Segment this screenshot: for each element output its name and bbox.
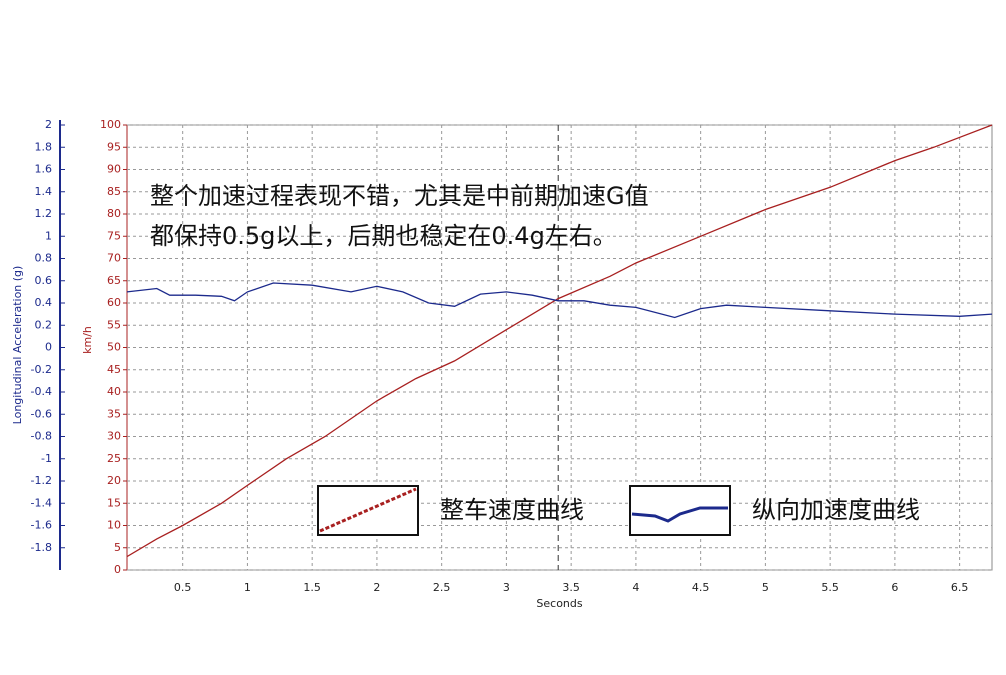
y2-tick-label: 1.6 (35, 163, 53, 176)
y-tick-label: 70 (107, 252, 121, 265)
y-tick-label: 30 (107, 430, 121, 443)
x-tick-label: 2 (373, 581, 380, 594)
y2-tick-label: 0.6 (35, 274, 53, 287)
y2-tick-label: 0.2 (35, 318, 53, 331)
legend-label: 纵向加速度曲线 (752, 496, 920, 524)
y-tick-label: 80 (107, 207, 121, 220)
y2-tick-label: -1.8 (31, 541, 52, 554)
x-tick-label: 3 (503, 581, 510, 594)
legend-label: 整车速度曲线 (440, 496, 584, 524)
y-tick-label: 20 (107, 474, 121, 487)
y-tick-label: 5 (114, 541, 121, 554)
y-tick-label: 90 (107, 163, 121, 176)
y2-tick-label: -0.2 (31, 363, 52, 376)
y-tick-label: 50 (107, 341, 121, 354)
y2-tick-label: -0.6 (31, 407, 52, 420)
y-tick-label: 45 (107, 363, 121, 376)
x-tick-label: 4 (632, 581, 639, 594)
y-tick-label: 60 (107, 296, 121, 309)
x-axis-title: Seconds (536, 597, 582, 610)
legend-box (317, 485, 419, 536)
x-tick-label: 1 (244, 581, 251, 594)
y2-tick-label: -0.8 (31, 430, 52, 443)
y-tick-label: 40 (107, 385, 121, 398)
y2-tick-label: 0.8 (35, 252, 53, 265)
y-tick-label: 25 (107, 452, 121, 465)
x-tick-label: 3.5 (562, 581, 580, 594)
y2-tick-label: 2 (45, 118, 52, 131)
y-tick-label: 75 (107, 229, 121, 242)
annotation: 都保持0.5g以上，后期也稳定在0.4g左右。 (150, 222, 617, 250)
x-tick-label: 6.5 (951, 581, 969, 594)
y-tick-label: 100 (100, 118, 121, 131)
y-tick-label: 35 (107, 407, 121, 420)
y2-tick-label: -1.6 (31, 519, 52, 532)
y2-tick-label: -1.2 (31, 474, 52, 487)
y2-tick-label: 1 (45, 229, 52, 242)
legend-swatch (319, 487, 417, 533)
x-tick-label: 1.5 (303, 581, 321, 594)
y2-tick-label: 1.4 (35, 185, 53, 198)
y2-axis-title: Longitudinal Acceleration (g) (11, 266, 24, 425)
legend-swatch (631, 506, 728, 523)
y2-tick-label: 1.2 (35, 207, 53, 220)
y-axis-title: km/h (81, 326, 94, 354)
y2-tick-label: 1.8 (35, 140, 53, 153)
y-tick-label: 0 (114, 563, 121, 576)
x-tick-label: 0.5 (174, 581, 192, 594)
x-tick-label: 4.5 (692, 581, 710, 594)
x-tick-label: 5 (762, 581, 769, 594)
series-line (126, 282, 993, 319)
y-tick-label: 65 (107, 274, 121, 287)
y2-tick-label: -0.4 (31, 385, 52, 398)
y-tick-label: 15 (107, 496, 121, 509)
y2-tick-label: 0 (45, 341, 52, 354)
y-tick-label: 95 (107, 140, 121, 153)
x-tick-label: 2.5 (433, 581, 451, 594)
y-tick-label: 85 (107, 185, 121, 198)
legend-box (629, 485, 731, 536)
x-tick-label: 6 (891, 581, 898, 594)
y-tick-label: 10 (107, 519, 121, 532)
y2-tick-label: -1.4 (31, 496, 52, 509)
y-tick-label: 55 (107, 318, 121, 331)
x-tick-label: 5.5 (821, 581, 839, 594)
y2-tick-label: -1 (41, 452, 52, 465)
y2-tick-label: 0.4 (35, 296, 53, 309)
annotation: 整个加速过程表现不错，尤其是中前期加速G值 (150, 182, 649, 210)
series-line (126, 124, 993, 558)
